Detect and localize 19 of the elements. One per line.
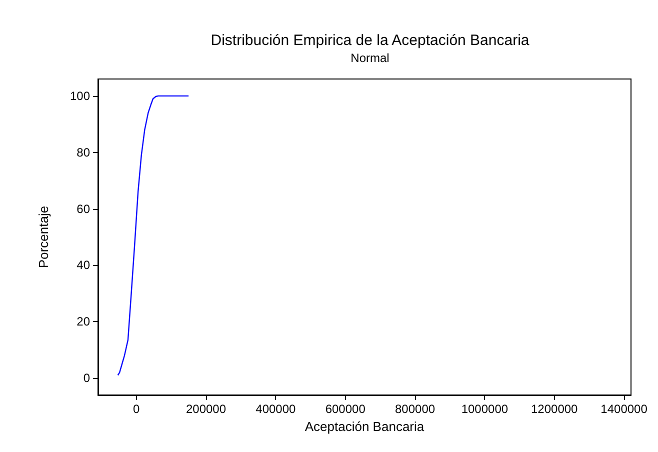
chart-title: Distribución Empirica de la Aceptación Bancaria [210, 32, 530, 49]
x-tick-label: 800000 [394, 402, 436, 416]
line-series [117, 95, 190, 376]
y-tick-label: 80 [76, 145, 90, 160]
x-tick-label: 200000 [186, 402, 226, 416]
y-tick-label: 20 [76, 314, 90, 329]
y-axis-title: Porcentaje [36, 206, 51, 268]
x-tick-label: 400000 [256, 402, 296, 416]
chart-subtitle: Normal [350, 51, 390, 65]
y-tick-label: 60 [76, 202, 90, 216]
x-tick-label: 0 [132, 402, 140, 416]
x-axis-title: Aceptación Bancaria [304, 418, 425, 434]
x-tick-label: 1200000 [531, 402, 578, 416]
y-tick-label: 40 [76, 258, 90, 272]
x-tick-label: 1400000 [600, 402, 648, 416]
x-tick-label: 1000000 [461, 402, 508, 416]
x-tick-label: 600000 [325, 402, 366, 416]
y-tick-label: 100 [70, 88, 90, 103]
y-tick-label: 0 [83, 371, 90, 386]
